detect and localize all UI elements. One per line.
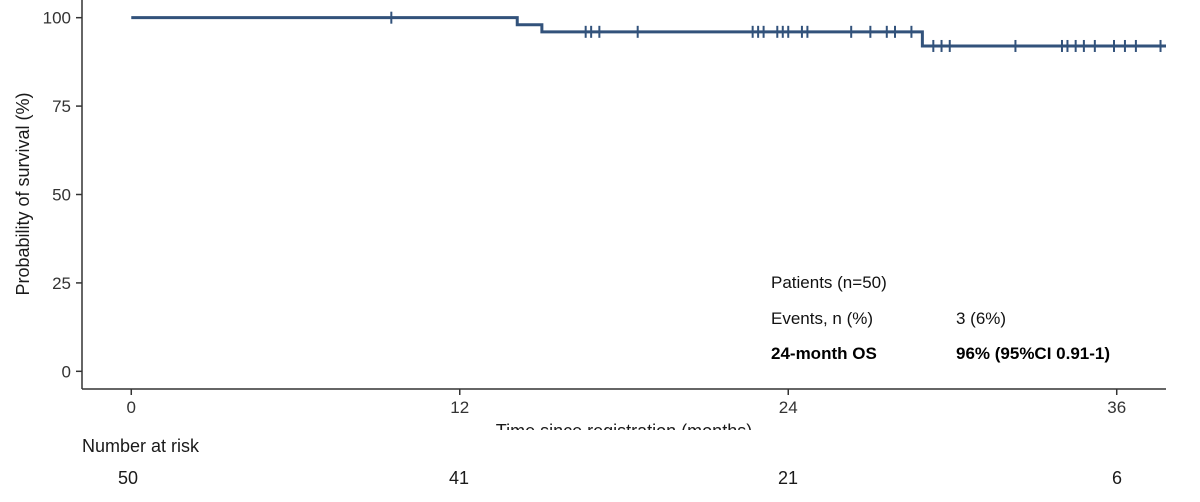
risk-table-title: Number at risk <box>82 436 200 456</box>
x-tick-label-24: 24 <box>779 398 798 417</box>
y-tick-label-50: 50 <box>52 186 71 205</box>
risk-count-0: 50 <box>117 468 139 488</box>
y-tick-label-75: 75 <box>52 97 71 116</box>
y-axis-title: Probability of survival (%) <box>13 92 33 295</box>
axes <box>81 0 1166 390</box>
legend-patients: Patients (n=50) <box>771 273 887 292</box>
x-tick-label-0: 0 <box>127 398 136 417</box>
x-tick-label-12: 12 <box>450 398 469 417</box>
legend-table: Patients (n=50) Events, n (%) 3 (6%) 24-… <box>771 273 1110 363</box>
censor-marks <box>390 11 1162 52</box>
km-series <box>131 11 1166 52</box>
y-tick-label-25: 25 <box>52 274 71 293</box>
legend-os-value: 96% (95%CI 0.91-1) <box>956 344 1110 363</box>
y-ticks: 0 25 50 75 100 <box>43 9 82 381</box>
risk-count-36: 6 <box>1111 468 1123 488</box>
km-curve <box>131 16 1166 48</box>
risk-count-12: 41 <box>448 468 470 488</box>
risk-count-24: 21 <box>777 468 799 488</box>
legend-events-value: 3 (6%) <box>956 309 1006 328</box>
x-tick-label-36: 36 <box>1107 398 1126 417</box>
y-tick-label-0: 0 <box>62 362 71 381</box>
x-axis-title: Time since registration (months) <box>496 421 752 430</box>
km-chart: 0 25 50 75 100 0 12 24 36 Time since registrati… <box>13 0 1166 430</box>
legend-os-label: 24-month OS <box>771 344 877 363</box>
x-ticks: 0 12 24 36 <box>127 389 1126 417</box>
y-tick-label-100: 100 <box>43 9 71 28</box>
legend-events-label: Events, n (%) <box>771 309 873 328</box>
